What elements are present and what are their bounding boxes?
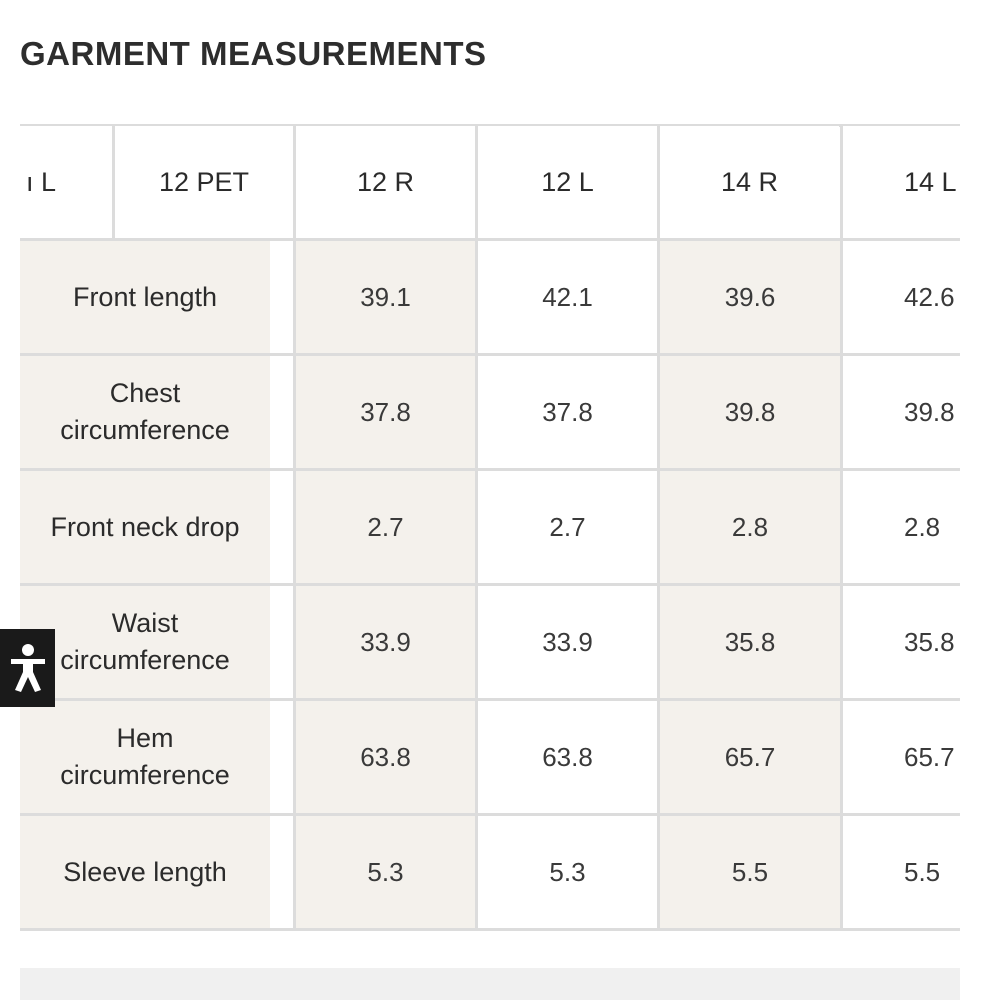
table-cell: 5.5 <box>660 816 840 928</box>
column-header: ı L <box>20 126 112 238</box>
column-divider <box>293 240 296 928</box>
row-label: Sleeve length <box>20 816 270 928</box>
table-cell: 63.8 <box>478 701 657 813</box>
row-label: Chest circumference <box>20 356 270 468</box>
table-cell: 42.6 <box>843 241 960 353</box>
table-cell: 42.1 <box>478 241 657 353</box>
table-cell: 39.8 <box>660 356 840 468</box>
column-header: 14 R <box>660 126 839 238</box>
table-cell: 33.9 <box>478 586 657 698</box>
table-cell: 5.3 <box>296 816 475 928</box>
row-divider <box>20 928 960 931</box>
table-cell: 2.7 <box>478 471 657 583</box>
row-divider <box>20 583 960 586</box>
column-header: 12 L <box>478 126 657 238</box>
accessibility-icon <box>10 644 45 692</box>
column-divider <box>112 124 115 240</box>
row-divider <box>20 353 960 356</box>
table-cell: 35.8 <box>660 586 840 698</box>
row-divider <box>20 468 960 471</box>
table-cell: 2.8 <box>660 471 840 583</box>
column-divider <box>475 124 478 928</box>
table-cell: 39.6 <box>660 241 840 353</box>
header-bottom-border <box>20 238 960 241</box>
row-label: Front neck drop <box>20 471 270 583</box>
column-header: 14 L <box>843 126 960 238</box>
column-header: 12 R <box>296 126 475 238</box>
row-label: Front length <box>20 241 270 353</box>
table-cell: 39.1 <box>296 241 475 353</box>
column-divider <box>293 124 296 240</box>
column-header: 12 PET <box>115 126 293 238</box>
column-divider <box>657 124 660 928</box>
row-divider <box>20 698 960 701</box>
table-cell: 65.7 <box>660 701 840 813</box>
table-cell: 2.7 <box>296 471 475 583</box>
page-title: GARMENT MEASUREMENTS <box>20 35 487 72</box>
bottom-panel <box>20 968 960 1000</box>
table-cell: 5.3 <box>478 816 657 928</box>
table-cell: 5.5 <box>843 816 960 928</box>
table-cell: 33.9 <box>296 586 475 698</box>
table-cell: 37.8 <box>296 356 475 468</box>
table-cell: 37.8 <box>478 356 657 468</box>
row-label: Hem circumference <box>20 701 270 813</box>
table-cell: 35.8 <box>843 586 960 698</box>
table-cell: 63.8 <box>296 701 475 813</box>
row-divider <box>20 813 960 816</box>
table-cell: 65.7 <box>843 701 960 813</box>
table-cell: 39.8 <box>843 356 960 468</box>
accessibility-button[interactable] <box>0 629 55 707</box>
table-top-border <box>20 124 960 127</box>
row-label: Waist circumference <box>20 586 270 698</box>
column-divider <box>840 124 843 928</box>
table-cell: 2.8 <box>843 471 960 583</box>
